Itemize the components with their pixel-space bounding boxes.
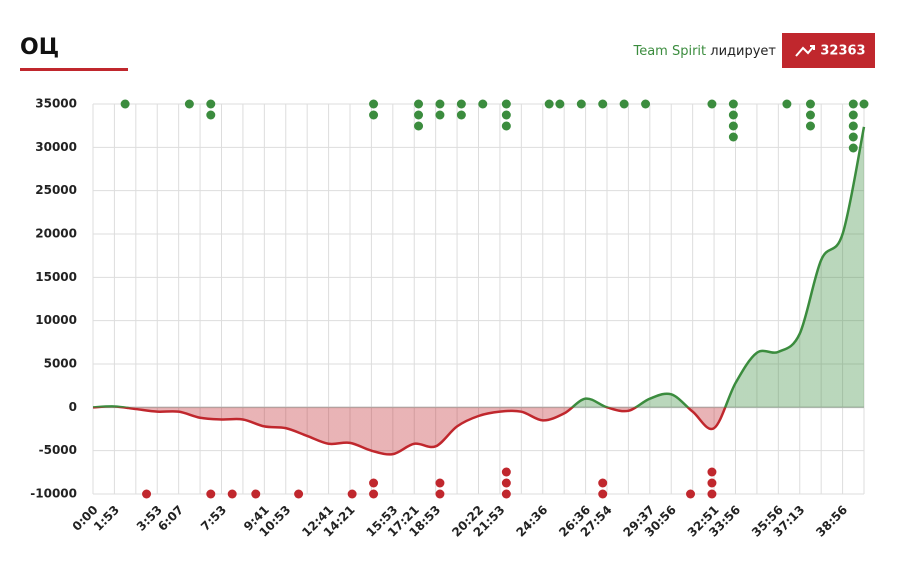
event-dot <box>501 121 511 131</box>
event-dot <box>142 489 152 499</box>
y-tick-label: 0 <box>69 400 77 414</box>
event-dot <box>805 110 815 120</box>
y-tick-label: 30000 <box>35 140 77 154</box>
y-tick-label: 10000 <box>35 313 77 327</box>
event-dot <box>501 99 511 109</box>
event-dot <box>206 99 216 109</box>
event-dot <box>707 467 717 477</box>
event-dot <box>120 99 130 109</box>
event-dot <box>501 110 511 120</box>
y-tick-label: 5000 <box>44 357 77 371</box>
event-dot <box>707 489 717 499</box>
event-dot <box>435 99 445 109</box>
event-dot <box>501 467 511 477</box>
event-dot <box>435 489 445 499</box>
event-dot <box>369 478 379 488</box>
event-dot <box>805 121 815 131</box>
event-dot <box>848 110 858 120</box>
x-tick-label: 38:56 <box>813 503 850 540</box>
event-dot <box>598 99 608 109</box>
event-dot <box>728 121 738 131</box>
event-dot <box>848 132 858 142</box>
leader-name: Team Spirit <box>632 44 706 59</box>
event-dot <box>686 489 696 499</box>
event-dot <box>805 99 815 109</box>
event-dot <box>435 478 445 488</box>
event-dot <box>728 132 738 142</box>
chart-title: ОЦ <box>20 35 59 60</box>
event-dot <box>184 99 194 109</box>
y-tick-label: 35000 <box>35 97 77 111</box>
y-tick-label: 15000 <box>35 270 77 284</box>
event-dot <box>707 478 717 488</box>
event-dot <box>456 110 466 120</box>
event-dot <box>414 121 424 131</box>
event-dot <box>707 99 717 109</box>
event-dot <box>227 489 237 499</box>
lead-badge <box>782 33 875 68</box>
event-dot <box>782 99 792 109</box>
event-dot <box>369 99 379 109</box>
event-dot <box>501 489 511 499</box>
event-dot <box>641 99 651 109</box>
leader-status: лидирует <box>710 44 776 59</box>
event-dot <box>206 110 216 120</box>
event-dot <box>859 99 869 109</box>
lead-value: 32363 <box>820 44 865 59</box>
trend-icon <box>795 45 815 57</box>
event-dot <box>555 99 565 109</box>
event-dot <box>598 478 608 488</box>
event-dot <box>414 110 424 120</box>
event-dot <box>728 110 738 120</box>
event-dot <box>347 489 357 499</box>
event-dot <box>619 99 629 109</box>
x-tick-label: 1:53 <box>91 503 122 534</box>
leader-text: Team Spirit лидирует <box>632 44 776 59</box>
y-tick-label: -5000 <box>39 443 77 457</box>
event-dot <box>206 489 216 499</box>
event-dot <box>544 99 554 109</box>
event-dot <box>848 121 858 131</box>
y-tick-label: 25000 <box>35 183 77 197</box>
x-tick-label: 6:07 <box>155 503 186 534</box>
y-tick-label: -10000 <box>30 487 77 501</box>
event-dot <box>576 99 586 109</box>
event-dot <box>414 99 424 109</box>
event-dot <box>478 99 488 109</box>
x-tick-label: 24:36 <box>513 503 550 540</box>
event-dot <box>294 489 304 499</box>
x-tick-label: 7:53 <box>198 503 229 534</box>
y-tick-label: 20000 <box>35 227 77 241</box>
event-dot <box>251 489 261 499</box>
event-dot <box>848 99 858 109</box>
event-dot <box>369 489 379 499</box>
event-dot <box>369 110 379 120</box>
event-dot <box>848 143 858 153</box>
event-dot <box>501 478 511 488</box>
title-underline <box>20 68 128 71</box>
line <box>92 126 866 456</box>
event-dot <box>728 99 738 109</box>
event-dot <box>598 489 608 499</box>
event-dot <box>435 110 445 120</box>
event-dot <box>456 99 466 109</box>
